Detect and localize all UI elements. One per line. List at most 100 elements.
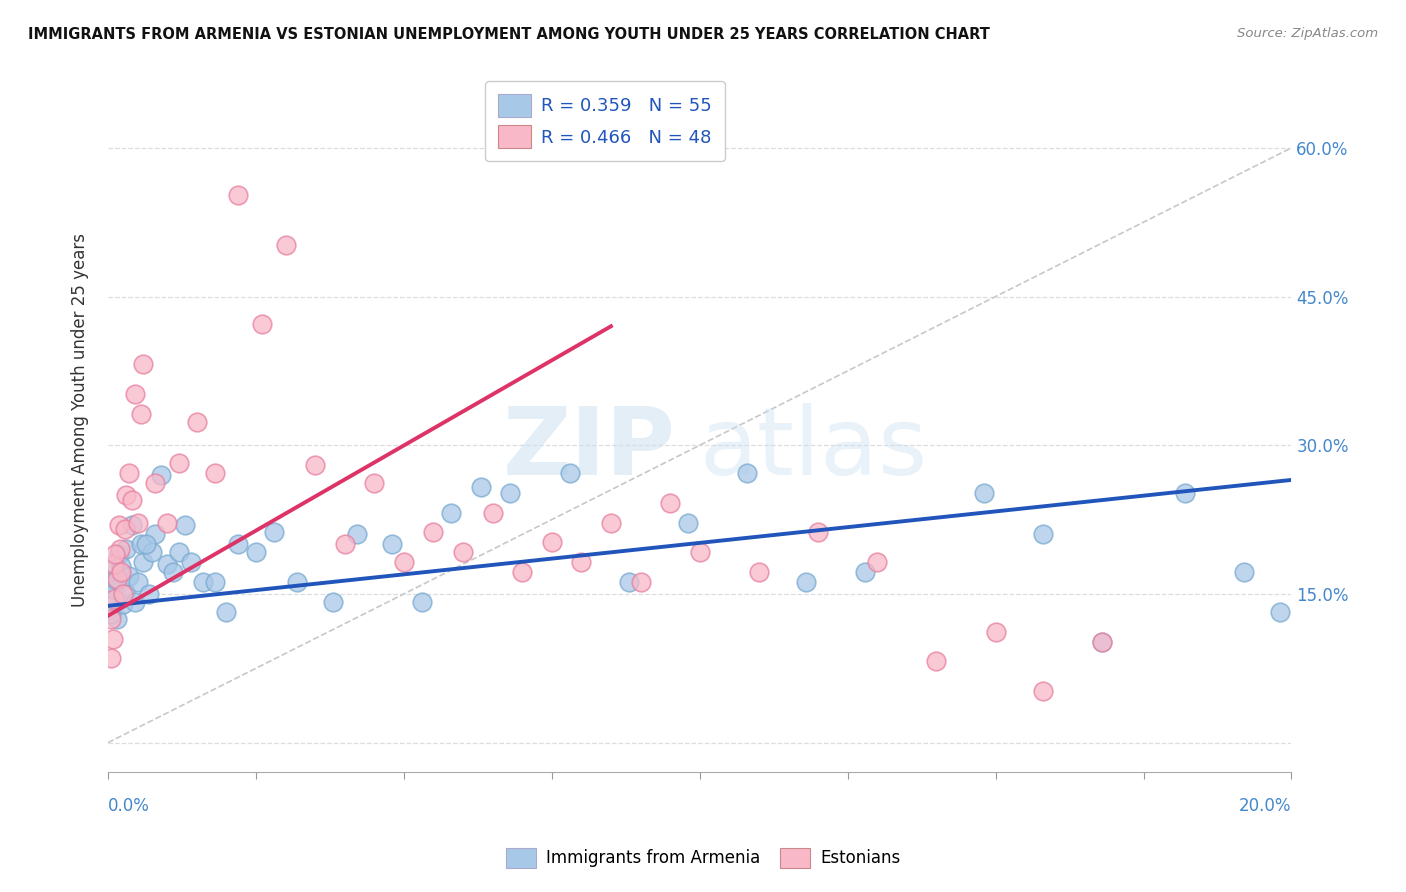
Text: 0.0%: 0.0% <box>108 797 150 815</box>
Point <box>103 558 125 572</box>
Point <box>499 485 522 500</box>
Point <box>143 527 166 541</box>
Point <box>162 565 184 579</box>
Point <box>108 542 131 557</box>
Point <box>114 523 136 537</box>
Point <box>204 466 226 480</box>
Text: ZIP: ZIP <box>503 402 676 494</box>
Point <box>132 555 155 569</box>
Point <box>440 506 463 520</box>
Point <box>285 575 308 590</box>
Point <box>111 587 134 601</box>
Point <box>100 591 122 606</box>
Point <box>600 516 623 530</box>
Point <box>250 318 273 332</box>
Legend: R = 0.359   N = 55, R = 0.466   N = 48: R = 0.359 N = 55, R = 0.466 N = 48 <box>485 81 724 161</box>
Point <box>191 575 214 590</box>
Point <box>363 475 385 490</box>
Point <box>215 605 238 619</box>
Point <box>156 558 179 572</box>
Point <box>150 467 173 482</box>
Point <box>794 575 817 590</box>
Point <box>114 542 136 557</box>
Point <box>186 416 208 430</box>
Point <box>346 527 368 541</box>
Point <box>111 597 134 611</box>
Point <box>127 575 149 590</box>
Point <box>540 535 562 549</box>
Point <box>180 555 202 569</box>
Y-axis label: Unemployment Among Youth under 25 years: Unemployment Among Youth under 25 years <box>72 234 89 607</box>
Point <box>925 654 948 668</box>
Text: Source: ZipAtlas.com: Source: ZipAtlas.com <box>1237 27 1378 40</box>
Point <box>226 188 249 202</box>
Legend: Immigrants from Armenia, Estonians: Immigrants from Armenia, Estonians <box>499 841 907 875</box>
Point <box>689 545 711 559</box>
Point <box>304 458 326 472</box>
Point <box>104 572 127 586</box>
Point <box>1091 634 1114 648</box>
Point <box>1032 527 1054 541</box>
Point <box>110 565 132 579</box>
Point <box>124 595 146 609</box>
Point <box>118 569 141 583</box>
Point <box>245 545 267 559</box>
Point <box>322 595 344 609</box>
Point <box>226 537 249 551</box>
Point <box>104 547 127 561</box>
Point <box>101 632 124 646</box>
Point <box>333 537 356 551</box>
Point <box>103 582 125 596</box>
Point <box>167 456 190 470</box>
Point <box>274 238 297 252</box>
Point <box>630 575 652 590</box>
Point <box>558 466 581 480</box>
Point <box>1268 605 1291 619</box>
Point <box>1174 485 1197 500</box>
Point <box>100 612 122 626</box>
Point <box>1091 634 1114 648</box>
Point <box>569 555 592 569</box>
Point <box>451 545 474 559</box>
Point <box>855 565 877 579</box>
Point <box>676 516 699 530</box>
Point <box>105 612 128 626</box>
Point <box>132 357 155 371</box>
Point <box>263 525 285 540</box>
Point <box>984 624 1007 639</box>
Point <box>174 517 197 532</box>
Point <box>1032 684 1054 698</box>
Point <box>135 537 157 551</box>
Point <box>118 466 141 480</box>
Point <box>114 585 136 599</box>
Text: atlas: atlas <box>700 402 928 494</box>
Point <box>100 651 122 665</box>
Point <box>392 555 415 569</box>
Point <box>659 496 682 510</box>
Point <box>114 488 136 502</box>
Point <box>127 516 149 530</box>
Point <box>107 547 129 561</box>
Text: 20.0%: 20.0% <box>1239 797 1292 815</box>
Point <box>141 545 163 559</box>
Point <box>129 537 152 551</box>
Point <box>381 537 404 551</box>
Point <box>110 559 132 574</box>
Point <box>510 565 533 579</box>
Point <box>143 475 166 490</box>
Point <box>121 517 143 532</box>
Point <box>735 466 758 480</box>
Point <box>121 492 143 507</box>
Point <box>124 386 146 401</box>
Point <box>129 407 152 421</box>
Point <box>100 607 122 621</box>
Point <box>138 587 160 601</box>
Point <box>481 506 503 520</box>
Point <box>204 575 226 590</box>
Point <box>807 525 830 540</box>
Point <box>1233 565 1256 579</box>
Point <box>108 567 131 582</box>
Point <box>103 577 125 591</box>
Point <box>866 555 889 569</box>
Point <box>105 572 128 586</box>
